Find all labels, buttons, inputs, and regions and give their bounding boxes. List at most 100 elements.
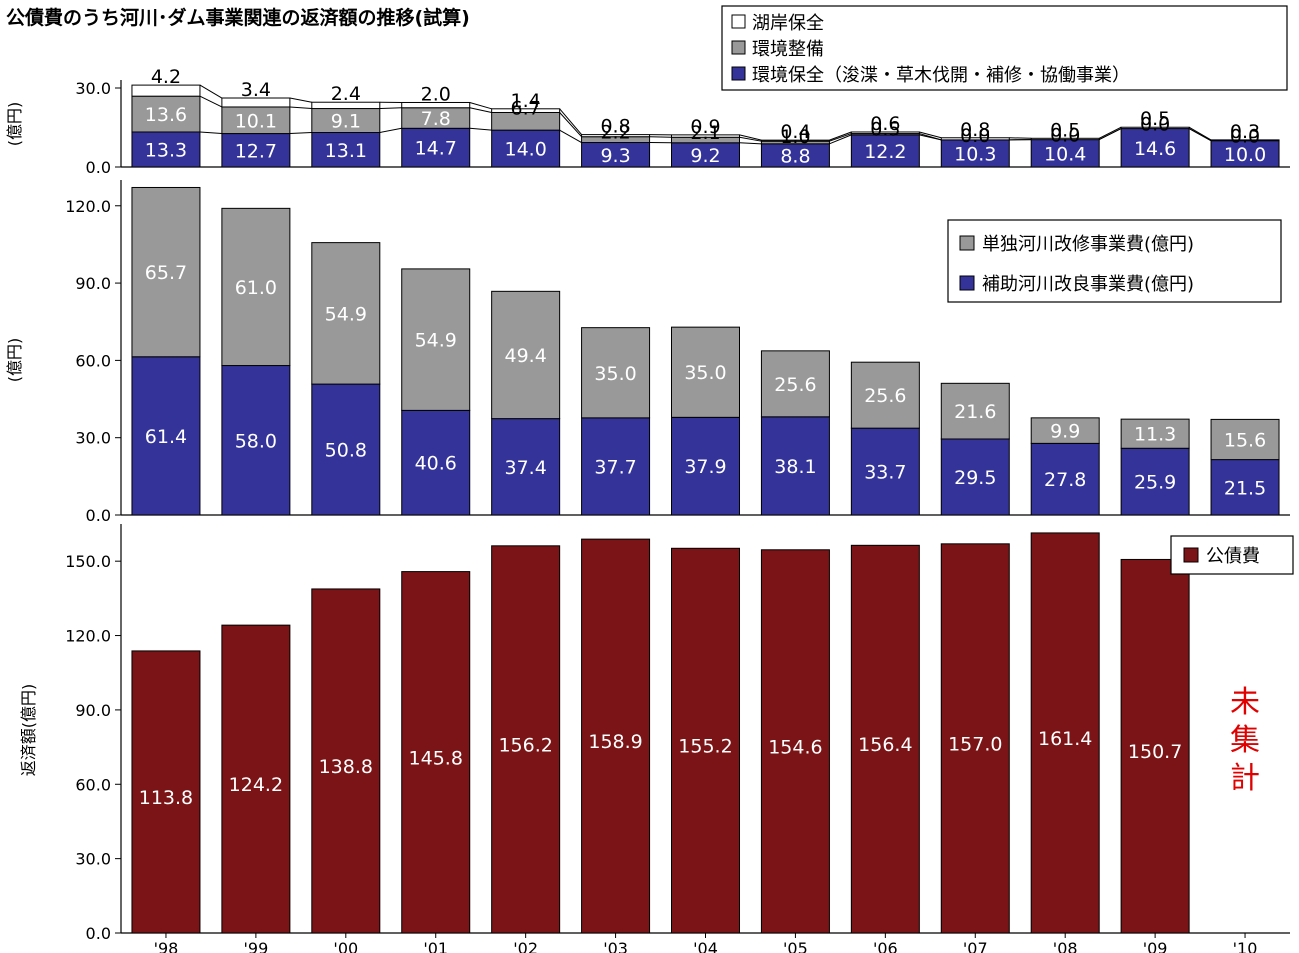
bottom-bar-public-debt bbox=[1030, 532, 1100, 934]
top-label-environment-improvement: 0.0 bbox=[1050, 125, 1080, 147]
bottom-legend-label: 公債費 bbox=[1206, 546, 1260, 567]
top-bar-lakeshore-conservation bbox=[311, 101, 381, 110]
top-label-lakeshore-conservation: 0.8 bbox=[600, 116, 630, 138]
top-series-connector-line bbox=[1098, 128, 1122, 141]
middle-label-subsidized-improvement: 50.8 bbox=[325, 440, 367, 462]
bottom-label-public-debt: 156.4 bbox=[858, 734, 912, 756]
top-label-environment-improvement: 7.8 bbox=[421, 108, 451, 130]
top-label-environment-conservation: 10.4 bbox=[1044, 143, 1086, 165]
middle-bar-subsidized-improvement bbox=[671, 416, 740, 516]
top-bar-environment-conservation bbox=[491, 129, 561, 168]
top-legend-label: 湖岸保全 bbox=[752, 13, 824, 34]
middle-bar-independent-repair bbox=[1120, 418, 1190, 449]
middle-label-subsidized-improvement: 29.5 bbox=[954, 467, 996, 489]
top-label-environment-improvement: 2.2 bbox=[600, 122, 630, 144]
bottom-label-public-debt: 145.8 bbox=[409, 747, 463, 769]
top-legend-label: 環境保全（浚渫・草木伐開・補修・協働事業） bbox=[752, 65, 1130, 86]
top-bar-lakeshore-conservation bbox=[131, 84, 201, 97]
top-series-connector-line bbox=[469, 102, 492, 110]
middle-legend-swatch bbox=[959, 275, 975, 291]
top-label-lakeshore-conservation: 0.3 bbox=[1230, 121, 1260, 143]
bottom-y-tick-label: 150.0 bbox=[65, 552, 111, 571]
top-label-environment-conservation: 12.2 bbox=[864, 141, 906, 163]
top-y-axis-label: (億円) bbox=[5, 102, 24, 147]
middle-legend-label: 補助河川改良事業費(億円) bbox=[982, 274, 1194, 295]
bottom-label-public-debt: 157.0 bbox=[948, 733, 1002, 755]
top-series-connector-line bbox=[829, 131, 852, 141]
top-bar-environment-conservation bbox=[850, 134, 920, 168]
top-series-connector-line bbox=[559, 112, 582, 138]
bottom-bar-public-debt bbox=[1120, 558, 1190, 934]
top-label-environment-improvement: 6.7 bbox=[511, 97, 541, 119]
top-label-lakeshore-conservation: 0.4 bbox=[780, 121, 810, 143]
x-tick-label: '03 bbox=[603, 939, 628, 953]
middle-panel: 0.0 30.0 60.0 90.0 120.0 (億円) 61.4 65.7 58.0 61.0… bbox=[5, 180, 1290, 525]
middle-bar-independent-repair bbox=[940, 382, 1010, 440]
top-series-connector-line bbox=[739, 142, 762, 145]
top-bar-environment-conservation bbox=[940, 139, 1010, 168]
top-series-connector-line bbox=[379, 107, 402, 110]
top-label-environment-conservation: 10.3 bbox=[954, 143, 996, 165]
top-legend-label: 環境整備 bbox=[752, 39, 824, 60]
middle-bar-independent-repair bbox=[581, 327, 651, 419]
top-label-lakeshore-conservation: 0.6 bbox=[870, 113, 900, 135]
top-bar-environment-conservation bbox=[311, 132, 381, 168]
top-panel: 0.0 30.0 (億円) 13.3 13.6 4.2 12.7 10.1 3.4 13.1 9.1… bbox=[5, 5, 1290, 177]
middle-label-subsidized-improvement: 21.5 bbox=[1224, 477, 1266, 499]
middle-bar-subsidized-improvement bbox=[581, 417, 651, 516]
top-legend-box bbox=[721, 5, 1288, 91]
middle-label-independent-repair: 54.9 bbox=[415, 330, 457, 352]
top-series-connector-line bbox=[199, 84, 223, 99]
middle-label-independent-repair: 49.4 bbox=[504, 345, 546, 367]
top-label-environment-improvement: 0.5 bbox=[870, 119, 900, 141]
middle-bar-subsidized-improvement bbox=[760, 416, 830, 516]
top-series-connector-line bbox=[649, 136, 672, 138]
top-series-connector-line bbox=[289, 106, 312, 110]
middle-label-subsidized-improvement: 27.8 bbox=[1044, 469, 1086, 491]
bottom-y-tick-label: 120.0 bbox=[65, 627, 111, 646]
top-bar-lakeshore-conservation bbox=[940, 137, 1010, 141]
middle-y-tick-label: 90.0 bbox=[75, 274, 111, 293]
top-series-connector-line bbox=[829, 134, 852, 145]
bottom-panel: 0.0 30.0 60.0 90.0 120.0 150.0 返済額(億円) 113.8 '98… bbox=[19, 524, 1294, 953]
top-series-connector-line bbox=[1188, 126, 1212, 141]
top-label-lakeshore-conservation: 4.2 bbox=[151, 66, 181, 88]
top-bar-environment-conservation bbox=[581, 142, 651, 168]
x-tick-label: '05 bbox=[783, 939, 808, 953]
top-bar-environment-improvement bbox=[221, 106, 291, 135]
middle-label-independent-repair: 15.6 bbox=[1224, 429, 1266, 451]
top-series-connector-line bbox=[289, 132, 312, 135]
bottom-bar-public-debt bbox=[671, 547, 740, 934]
top-series-connector-line bbox=[199, 131, 222, 135]
top-bar-lakeshore-conservation bbox=[221, 97, 291, 108]
middle-label-subsidized-improvement: 38.1 bbox=[774, 456, 816, 478]
bottom-bar-public-debt bbox=[760, 549, 830, 934]
top-label-environment-improvement: 0.0 bbox=[960, 125, 990, 147]
middle-label-independent-repair: 9.9 bbox=[1050, 421, 1080, 443]
middle-label-subsidized-improvement: 37.9 bbox=[684, 456, 726, 478]
top-series-connector-line bbox=[559, 108, 582, 135]
top-legend-swatch bbox=[731, 14, 746, 29]
top-bar-lakeshore-conservation bbox=[671, 134, 740, 138]
bottom-y-tick-label: 0.0 bbox=[86, 924, 111, 943]
middle-bar-subsidized-improvement bbox=[401, 409, 471, 516]
middle-label-independent-repair: 25.6 bbox=[864, 385, 906, 407]
top-label-environment-improvement: 2.1 bbox=[690, 122, 720, 144]
middle-bar-independent-repair bbox=[491, 290, 561, 420]
top-label-environment-improvement: 0.0 bbox=[1140, 114, 1170, 136]
bottom-label-public-debt: 113.8 bbox=[139, 787, 193, 809]
middle-bar-subsidized-improvement bbox=[311, 383, 381, 516]
bottom-y-tick-label: 60.0 bbox=[75, 775, 111, 794]
x-tick-label: '01 bbox=[423, 939, 448, 953]
top-label-environment-conservation: 10.0 bbox=[1224, 144, 1266, 166]
top-series-connector-line bbox=[919, 131, 942, 139]
x-tick-label: '02 bbox=[513, 939, 538, 953]
top-label-environment-conservation: 14.7 bbox=[415, 138, 457, 160]
middle-label-independent-repair: 61.0 bbox=[235, 277, 277, 299]
middle-y-tick-label: 0.0 bbox=[86, 506, 111, 525]
top-bar-environment-conservation bbox=[1120, 128, 1190, 168]
x-tick-label: '08 bbox=[1053, 939, 1078, 953]
bottom-bar-public-debt bbox=[401, 571, 471, 934]
